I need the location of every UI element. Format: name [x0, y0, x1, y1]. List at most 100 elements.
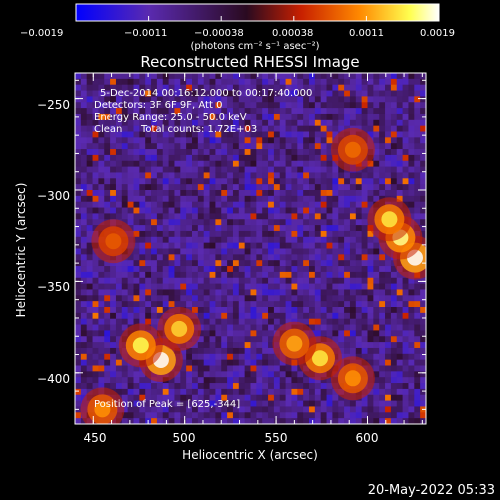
heatmap-cell: [309, 125, 316, 132]
heatmap-cell: [250, 108, 257, 115]
heatmap-cell: [232, 307, 240, 314]
heatmap-cell: [291, 201, 298, 208]
heatmap-cell: [285, 90, 292, 97]
heatmap-cell: [268, 90, 275, 97]
heatmap-cell: [367, 254, 374, 261]
heatmap-cell: [408, 190, 415, 197]
heatmap-cell: [186, 207, 193, 214]
heatmap-cell: [355, 236, 363, 244]
heatmap-cell: [320, 207, 327, 214]
heatmap-cell: [168, 84, 175, 91]
heatmap-cell: [314, 271, 322, 279]
heatmap-cell: [238, 149, 246, 156]
heatmap-cell: [309, 108, 316, 115]
heatmap-cell: [273, 230, 281, 238]
heatmap-cell: [396, 353, 403, 361]
heatmap-cell: [221, 125, 228, 132]
heatmap-cell: [314, 266, 322, 273]
heatmap-cell: [373, 412, 380, 419]
heatmap-cell: [268, 195, 275, 203]
heatmap-cell: [402, 406, 409, 413]
heatmap-cell: [297, 388, 304, 396]
heatmap-cell: [192, 219, 199, 226]
heatmap-cell: [80, 307, 88, 314]
heatmap-cell: [250, 418, 257, 424]
heatmap-cell: [314, 172, 322, 179]
heatmap-cell: [156, 277, 164, 284]
heatmap-cell: [273, 400, 281, 407]
heatmap-cell: [75, 143, 82, 150]
heatmap-cell: [180, 190, 187, 197]
heatmap-cell: [168, 266, 175, 273]
heatmap-cell: [75, 160, 82, 167]
heatmap-cell: [361, 90, 368, 97]
heatmap-cell: [110, 149, 117, 156]
heatmap-cell: [121, 318, 129, 325]
heatmap-cell: [309, 154, 316, 162]
heatmap-cell: [367, 113, 374, 121]
heatmap-cell: [396, 307, 403, 314]
heatmap-cell: [379, 143, 386, 150]
heatmap-cell: [314, 277, 322, 284]
heatmap-cell: [361, 312, 368, 320]
heatmap-cell: [133, 149, 140, 156]
heatmap-cell: [320, 277, 327, 284]
heatmap-cell: [250, 84, 257, 91]
heatmap-cell: [291, 149, 298, 156]
heatmap-cell: [373, 149, 380, 156]
heatmap-cell: [121, 108, 129, 115]
heatmap-cell: [414, 213, 421, 220]
heatmap-cell: [80, 266, 88, 273]
heatmap-cell: [162, 307, 169, 314]
heatmap-cell: [250, 394, 257, 401]
heatmap-cell: [326, 394, 333, 401]
heatmap-cell: [186, 295, 193, 302]
heatmap-cell: [127, 184, 134, 191]
heatmap-cell: [151, 119, 158, 127]
heatmap-cell: [180, 236, 187, 244]
heatmap-cell: [256, 108, 263, 115]
heatmap-cell: [209, 318, 216, 325]
heatmap-cell: [309, 84, 316, 91]
hot-spot-2: [171, 320, 188, 337]
heatmap-cell: [285, 254, 292, 261]
heatmap-cell: [256, 207, 263, 214]
heatmap-cell: [227, 149, 234, 156]
heatmap-cell: [180, 184, 187, 191]
heatmap-cell: [262, 377, 269, 384]
heatmap-cell: [256, 383, 263, 390]
heatmap-cell: [197, 172, 205, 179]
heatmap-cell: [420, 342, 426, 349]
heatmap-cell: [303, 289, 310, 296]
heatmap-cell: [390, 342, 398, 349]
heatmap-cell: [279, 108, 286, 115]
heatmap-cell: [291, 266, 298, 273]
heatmap-cell: [238, 371, 246, 378]
heatmap-cell: [110, 190, 117, 197]
heatmap-cell: [262, 137, 269, 144]
heatmap-cell: [279, 236, 286, 244]
heatmap-cell: [268, 242, 275, 249]
heatmap-cell: [115, 365, 123, 372]
heatmap-cell: [192, 230, 199, 238]
heatmap-cell: [197, 347, 205, 355]
heatmap-cell: [402, 125, 409, 132]
heatmap-cell: [186, 73, 193, 80]
heatmap-cell: [390, 90, 398, 97]
heatmap-cell: [408, 307, 415, 314]
heatmap-cell: [390, 143, 398, 150]
heatmap-cell: [309, 113, 316, 121]
heatmap-cell: [104, 207, 111, 214]
heatmap-cell: [250, 383, 257, 390]
heatmap-cell: [396, 73, 403, 80]
heatmap-cell: [139, 119, 146, 127]
heatmap-cell: [414, 289, 421, 296]
heatmap-cell: [75, 190, 82, 197]
heatmap-cell: [162, 149, 169, 156]
heatmap-cell: [297, 190, 304, 197]
heatmap-cell: [396, 184, 403, 191]
heatmap-cell: [168, 143, 175, 150]
heatmap-cell: [110, 154, 117, 162]
heatmap-cell: [215, 330, 222, 337]
heatmap-cell: [75, 412, 82, 419]
